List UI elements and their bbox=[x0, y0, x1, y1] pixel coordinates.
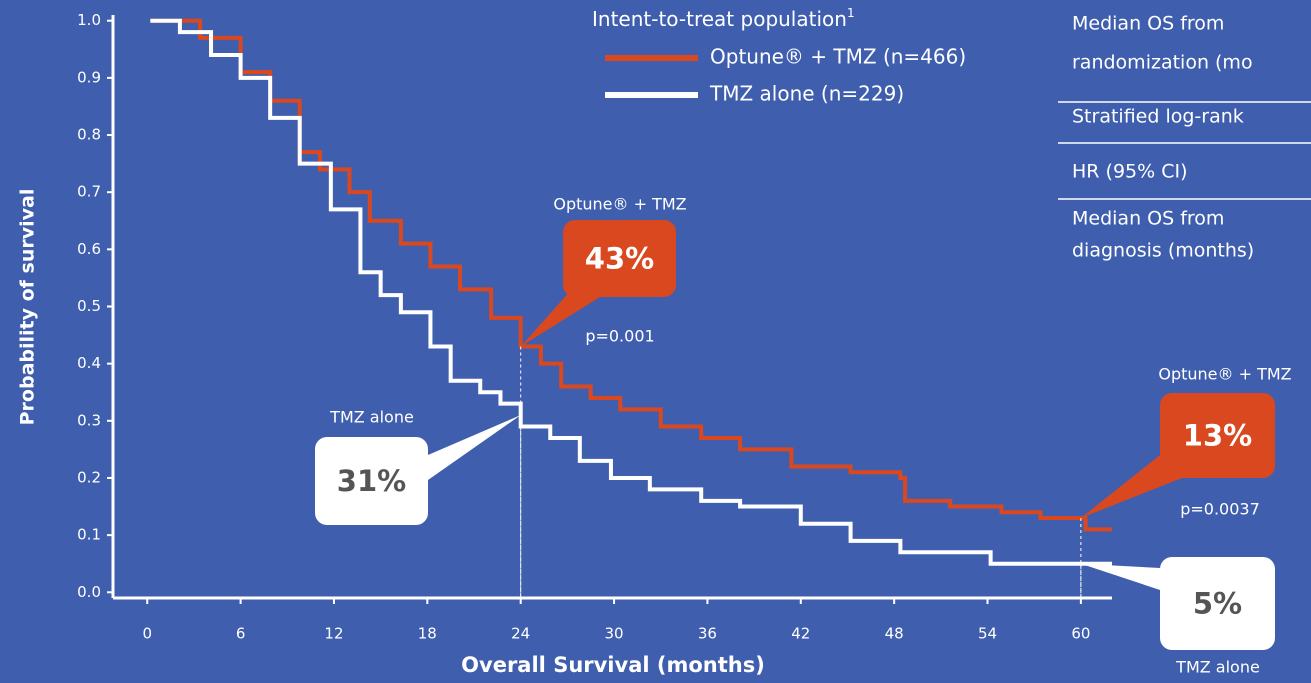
x-tick-label: 30 bbox=[605, 625, 624, 643]
table-cell: Median OS from bbox=[1072, 13, 1224, 35]
callout-label: TMZ alone bbox=[1175, 658, 1260, 677]
callout-value: 5% bbox=[1193, 587, 1242, 621]
callout-note: p=0.0037 bbox=[1180, 500, 1260, 519]
y-tick-label: 0.4 bbox=[77, 354, 101, 372]
table-cell: HR (95% CI) bbox=[1072, 161, 1188, 183]
y-tick-label: 0.2 bbox=[77, 468, 101, 486]
x-tick-label: 0 bbox=[142, 625, 152, 643]
x-tick-label: 18 bbox=[418, 625, 437, 643]
table-cell: Stratified log-rank bbox=[1072, 106, 1244, 128]
x-tick-label: 54 bbox=[978, 625, 997, 643]
y-tick-label: 0.9 bbox=[77, 68, 101, 86]
table-cell: Median OS from bbox=[1072, 208, 1224, 230]
survival-curve bbox=[150, 18, 1112, 532]
callout-note: p=0.001 bbox=[585, 327, 654, 346]
y-tick-label: 1.0 bbox=[77, 11, 101, 29]
callout-value: 31% bbox=[337, 464, 406, 498]
x-tick-label: 6 bbox=[236, 625, 246, 643]
callout-label: TMZ alone bbox=[329, 408, 414, 427]
callout-pointer bbox=[1080, 563, 1160, 590]
legend-title: Intent-to-treat population1 bbox=[592, 6, 855, 31]
x-tick-label: 24 bbox=[511, 625, 530, 643]
callout-label: Optune® + TMZ bbox=[1158, 365, 1291, 384]
callout-value: 43% bbox=[585, 242, 654, 276]
y-tick-label: 0.5 bbox=[77, 297, 101, 315]
y-tick-label: 0.7 bbox=[77, 183, 101, 201]
survival-curve bbox=[150, 18, 1112, 566]
table-cell: diagnosis (months) bbox=[1072, 240, 1254, 262]
x-tick-label: 36 bbox=[698, 625, 717, 643]
y-tick-label: 0.3 bbox=[77, 411, 101, 429]
y-axis-title: Probability of survival bbox=[17, 189, 39, 426]
callout-label: Optune® + TMZ bbox=[553, 195, 686, 214]
x-tick-label: 60 bbox=[1071, 625, 1090, 643]
callout-pointer bbox=[1080, 455, 1182, 518]
table-cell: randomization (mo bbox=[1072, 52, 1253, 74]
x-tick-label: 48 bbox=[885, 625, 904, 643]
x-axis-title: Overall Survival (months) bbox=[461, 653, 765, 677]
legend-title-sup: 1 bbox=[847, 6, 855, 20]
y-tick-label: 0.1 bbox=[77, 526, 101, 544]
y-tick-label: 0.8 bbox=[77, 126, 101, 144]
x-tick-label: 42 bbox=[791, 625, 810, 643]
y-tick-label: 0.0 bbox=[77, 583, 101, 601]
callout-pointer bbox=[428, 415, 521, 480]
callout-box bbox=[1160, 557, 1275, 650]
y-tick-label: 0.6 bbox=[77, 240, 101, 258]
callout-value: 13% bbox=[1183, 419, 1252, 453]
callout-box bbox=[315, 437, 428, 525]
legend-label: TMZ alone (n=229) bbox=[709, 82, 904, 106]
callout-box bbox=[563, 220, 676, 297]
x-tick-label: 12 bbox=[324, 625, 343, 643]
legend-label: Optune® + TMZ (n=466) bbox=[710, 45, 966, 69]
callout-box bbox=[1160, 393, 1275, 478]
legend-title-text: Intent-to-treat population bbox=[592, 7, 847, 31]
